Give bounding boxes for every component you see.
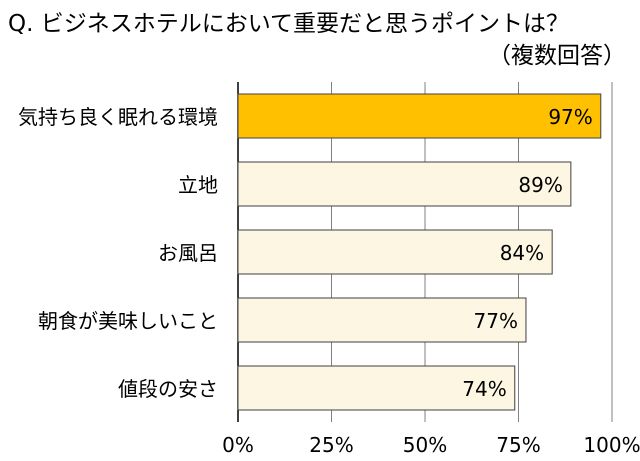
data-label: 97% [548,105,592,129]
category-label: 立地 [178,173,218,197]
bar [237,365,516,411]
chart-subtitle: （複数回答） [488,43,626,69]
data-label: 84% [500,241,544,265]
x-tick-label: 0% [222,433,254,457]
x-axis-tick-labels: 0% 25% 50% 75% 100% [222,433,640,457]
bar [237,229,553,275]
chart-title: Q. ビジネスホテルにおいて重要だと思うポイントは？ [8,11,570,37]
category-label: 気持ち良く眠れる環境 [18,105,218,129]
x-tick-label: 100% [583,433,640,457]
category-label: 朝食が美味しいこと [38,309,218,333]
data-label: 74% [462,377,506,401]
category-label: お風呂 [158,241,218,265]
data-label: 89% [518,173,562,197]
bar [237,93,602,139]
x-tick-label: 25% [309,433,353,457]
bar [237,297,527,343]
data-label: 77% [474,309,518,333]
bars: 97% 89% 84% 77% 74% [237,93,602,411]
bar [237,161,572,207]
x-tick-label: 50% [403,433,447,457]
x-tick-label: 75% [496,433,540,457]
category-label: 値段の安さ [118,377,218,401]
